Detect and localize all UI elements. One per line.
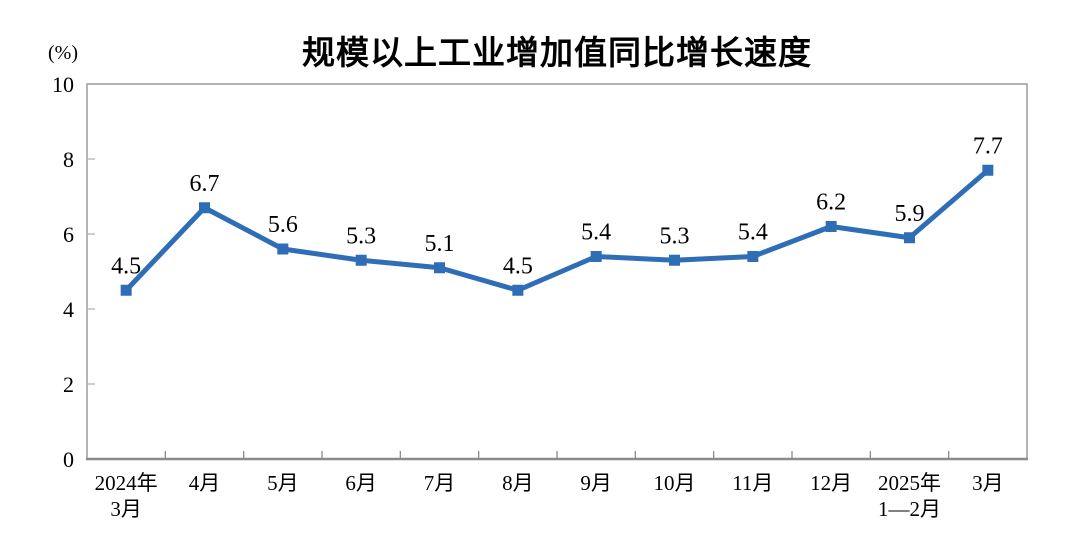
x-tick-label: 11月	[732, 471, 773, 495]
x-tick-label: 10月	[654, 471, 696, 495]
data-point-label: 5.1	[425, 231, 455, 257]
y-tick-label: 2	[63, 372, 74, 397]
y-tick-label: 10	[52, 72, 74, 97]
data-point-marker	[669, 254, 680, 266]
data-point-label: 6.2	[816, 190, 846, 216]
data-point-marker	[434, 262, 445, 274]
data-point-marker	[512, 284, 524, 296]
x-tick-label: 7月	[424, 471, 456, 495]
data-point-marker	[120, 284, 132, 296]
data-point-marker	[904, 232, 915, 244]
data-point-marker	[825, 221, 837, 232]
y-tick-label: 8	[63, 147, 74, 172]
data-point-label: 5.9	[895, 201, 925, 227]
data-point-label: 5.3	[660, 223, 690, 249]
data-point-label: 7.7	[973, 133, 1003, 159]
data-point-marker	[590, 251, 602, 262]
y-tick-label: 0	[63, 447, 74, 472]
data-point-marker	[747, 251, 759, 262]
x-tick-label: 9月	[580, 471, 612, 495]
data-point-label: 5.6	[268, 212, 298, 238]
data-point-marker	[199, 202, 210, 214]
x-tick-label: 8月	[502, 471, 534, 495]
x-tick-label: 4月	[189, 471, 221, 495]
data-point-label: 4.5	[111, 253, 141, 279]
x-tick-label: 5月	[267, 471, 299, 495]
y-tick-label: 4	[63, 297, 74, 322]
x-tick-label: 3月	[972, 471, 1004, 495]
data-point-marker	[277, 243, 289, 255]
data-point-label: 6.7	[190, 171, 220, 197]
data-point-label: 5.4	[581, 220, 611, 246]
data-point-label: 5.3	[346, 223, 376, 249]
data-point-marker	[982, 164, 994, 176]
chart-title: 规模以上工业增加值同比增长速度	[302, 34, 812, 71]
data-point-marker	[355, 254, 367, 266]
data-line	[123, 167, 991, 293]
data-point-label: 5.4	[738, 220, 768, 246]
x-tick-label: 6月	[345, 471, 377, 495]
data-point-label: 4.5	[503, 253, 533, 279]
y-tick-label: 6	[63, 222, 74, 247]
x-tick-label: 2025年 1—2月	[878, 471, 941, 521]
x-tick-label: 12月	[810, 471, 852, 495]
y-axis-unit-label: (%)	[48, 42, 78, 64]
x-tick-label: 2024年 3月	[95, 471, 158, 521]
